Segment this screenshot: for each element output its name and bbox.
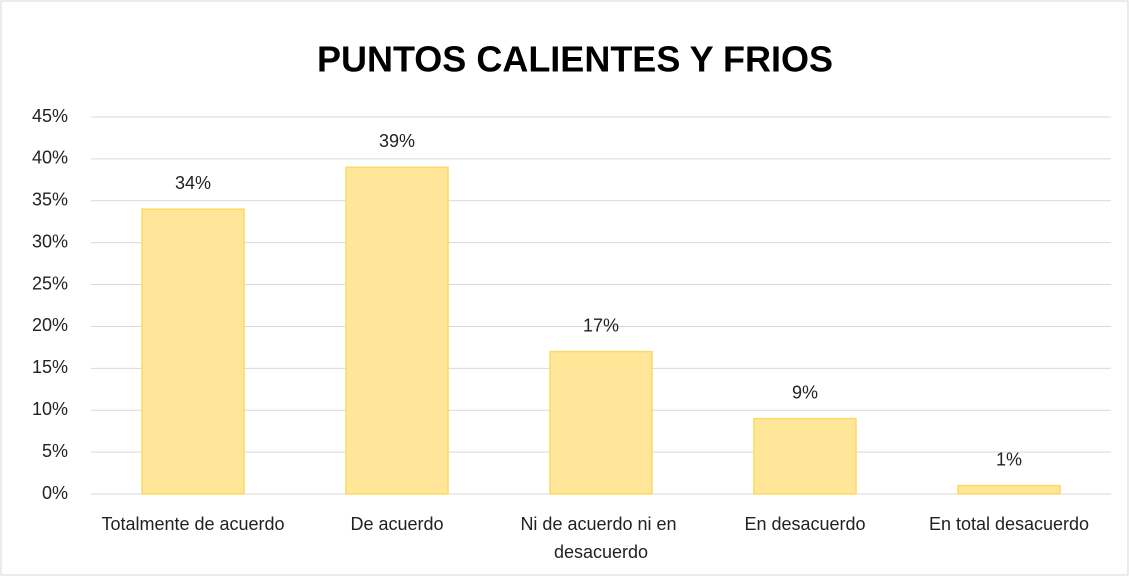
- data-label: 17%: [583, 315, 619, 335]
- x-tick-label: En desacuerdo: [744, 514, 865, 534]
- x-tick-label: Totalmente de acuerdo: [101, 514, 284, 534]
- data-label: 34%: [175, 173, 211, 193]
- data-label: 39%: [379, 131, 415, 151]
- y-tick-label: 30%: [32, 231, 68, 251]
- x-tick-label: En total desacuerdo: [929, 514, 1089, 534]
- x-tick-label: De acuerdo: [350, 514, 443, 534]
- y-tick-label: 0%: [42, 483, 68, 503]
- x-tick-label: Ni de acuerdo ni en desacuerdo: [520, 514, 681, 562]
- data-label: 9%: [792, 382, 818, 402]
- y-tick-label: 40%: [32, 148, 68, 168]
- bar: [753, 417, 857, 495]
- bar: [549, 350, 653, 495]
- y-tick-label: 10%: [32, 399, 68, 419]
- y-tick-label: 35%: [32, 190, 68, 210]
- y-tick-label: 15%: [32, 357, 68, 377]
- chart-title: PUNTOS CALIENTES Y FRIOS: [317, 39, 833, 80]
- y-tick-label: 25%: [32, 273, 68, 293]
- y-tick-label: 20%: [32, 315, 68, 335]
- y-tick-label: 45%: [32, 106, 68, 126]
- data-label: 1%: [996, 449, 1022, 469]
- bar: [957, 484, 1061, 495]
- y-tick-label: 5%: [42, 441, 68, 461]
- bar: [141, 208, 245, 495]
- bar: [345, 166, 449, 495]
